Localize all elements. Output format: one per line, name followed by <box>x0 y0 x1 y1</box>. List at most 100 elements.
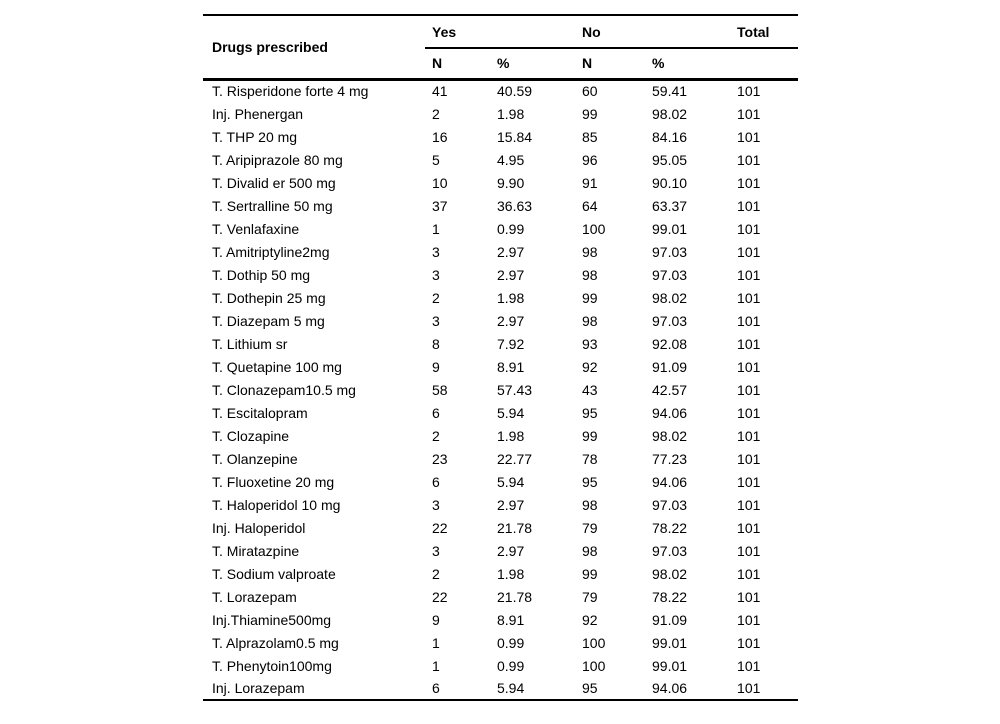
yes-pct-cell: 5.94 <box>497 680 525 696</box>
yes-pct-cell: 21.78 <box>497 588 533 605</box>
header-yes-n: N <box>425 48 490 81</box>
total-cell: 101 <box>737 634 761 651</box>
yes-n-cell: 3 <box>432 542 440 559</box>
no-n-cell: 92 <box>582 358 598 375</box>
drug-name-cell: T. Quetapine 100 mg <box>212 358 342 375</box>
no-pct-cell: 97.03 <box>652 243 688 260</box>
total-cell: 101 <box>737 335 761 352</box>
table-row: T. Dothepin 25 mg 2 1.98 99 98.02 101 <box>203 286 798 309</box>
no-n-cell: 78 <box>582 450 598 467</box>
no-pct-cell: 98.02 <box>652 105 688 122</box>
yes-n-cell: 8 <box>432 335 440 352</box>
total-cell: 101 <box>737 565 761 582</box>
header-total-spacer <box>730 48 799 81</box>
no-pct-cell: 98.02 <box>652 289 688 306</box>
yes-pct-cell: 40.59 <box>497 83 533 100</box>
yes-n-cell: 3 <box>432 312 440 329</box>
total-cell: 101 <box>737 611 761 628</box>
yes-n-cell: 2 <box>432 289 440 306</box>
no-n-cell: 98 <box>582 496 598 513</box>
table-row: T. THP 20 mg 16 15.84 85 84.16 101 <box>203 125 798 148</box>
no-pct-cell: 98.02 <box>652 565 688 582</box>
drug-name-cell: T. Amitriptyline2mg <box>212 243 330 260</box>
yes-pct-cell: 0.99 <box>497 657 525 674</box>
no-pct-cell: 95.05 <box>652 151 688 168</box>
header-drugs-prescribed: Drugs prescribed <box>203 15 425 81</box>
header-total: Total <box>730 15 799 49</box>
yes-n-cell: 5 <box>432 151 440 168</box>
no-n-cell: 100 <box>582 634 606 651</box>
yes-n-cell: 1 <box>432 634 440 651</box>
yes-n-cell: 1 <box>432 657 440 674</box>
yes-n-cell: 2 <box>432 105 440 122</box>
yes-pct-cell: 1.98 <box>497 289 525 306</box>
table-row: T. Risperidone forte 4 mg 41 40.59 60 59… <box>203 79 798 102</box>
table-row: T. Sodium valproate 2 1.98 99 98.02 101 <box>203 562 798 585</box>
no-pct-cell: 84.16 <box>652 128 688 145</box>
no-pct-cell: 99.01 <box>652 657 688 674</box>
drug-name-cell: T. Phenytoin100mg <box>212 657 332 674</box>
no-n-cell: 95 <box>582 680 598 696</box>
yes-n-cell: 22 <box>432 519 448 536</box>
total-cell: 101 <box>737 588 761 605</box>
yes-pct-cell: 5.94 <box>497 404 525 421</box>
total-cell: 101 <box>737 289 761 306</box>
table-row: T. Olanzepine 23 22.77 78 77.23 101 <box>203 447 798 470</box>
table-row: Inj.Thiamine500mg 9 8.91 92 91.09 101 <box>203 608 798 631</box>
yes-n-cell: 2 <box>432 427 440 444</box>
header-yes-pct: % <box>490 48 576 81</box>
total-cell: 101 <box>737 151 761 168</box>
table-row: T. Miratazpine 3 2.97 98 97.03 101 <box>203 539 798 562</box>
no-n-cell: 79 <box>582 519 598 536</box>
table-row: T. Clonazepam10.5 mg 58 57.43 43 42.57 1… <box>203 378 798 401</box>
table-row: T. Alprazolam0.5 mg 1 0.99 100 99.01 101 <box>203 631 798 654</box>
no-pct-cell: 78.22 <box>652 519 688 536</box>
drug-name-cell: Inj.Thiamine500mg <box>212 611 332 628</box>
header-sub-row: N % N % <box>203 48 799 81</box>
yes-pct-cell: 21.78 <box>497 519 533 536</box>
no-pct-cell: 78.22 <box>652 588 688 605</box>
no-n-cell: 43 <box>582 381 598 398</box>
yes-n-cell: 37 <box>432 197 448 214</box>
no-n-cell: 64 <box>582 197 598 214</box>
yes-pct-cell: 1.98 <box>497 565 525 582</box>
yes-n-cell: 9 <box>432 611 440 628</box>
yes-n-cell: 3 <box>432 266 440 283</box>
no-n-cell: 79 <box>582 588 598 605</box>
no-n-cell: 98 <box>582 243 598 260</box>
drug-name-cell: T. Miratazpine <box>212 542 300 559</box>
no-pct-cell: 97.03 <box>652 266 688 283</box>
yes-pct-cell: 15.84 <box>497 128 533 145</box>
yes-pct-cell: 2.97 <box>497 542 525 559</box>
total-cell: 101 <box>737 473 761 490</box>
yes-pct-cell: 1.98 <box>497 427 525 444</box>
no-n-cell: 99 <box>582 565 598 582</box>
total-cell: 101 <box>737 542 761 559</box>
drug-name-cell: T. Dothip 50 mg <box>212 266 311 283</box>
drug-name-cell: T. Lithium sr <box>212 335 288 352</box>
yes-pct-cell: 2.97 <box>497 243 525 260</box>
table-row: T. Amitriptyline2mg 3 2.97 98 97.03 101 <box>203 240 798 263</box>
table-row: T. Dothip 50 mg 3 2.97 98 97.03 101 <box>203 263 798 286</box>
yes-pct-cell: 9.90 <box>497 174 525 191</box>
yes-n-cell: 2 <box>432 565 440 582</box>
yes-pct-cell: 8.91 <box>497 358 525 375</box>
table-row: T. Clozapine 2 1.98 99 98.02 101 <box>203 424 798 447</box>
yes-n-cell: 10 <box>432 174 448 191</box>
yes-pct-cell: 36.63 <box>497 197 533 214</box>
table-row: T. Haloperidol 10 mg 3 2.97 98 97.03 101 <box>203 493 798 516</box>
no-pct-cell: 97.03 <box>652 542 688 559</box>
table-row: T. Quetapine 100 mg 9 8.91 92 91.09 101 <box>203 355 798 378</box>
yes-pct-cell: 8.91 <box>497 611 525 628</box>
yes-pct-cell: 5.94 <box>497 473 525 490</box>
total-cell: 101 <box>737 128 761 145</box>
table-row: T. Sertralline 50 mg 37 36.63 64 63.37 1… <box>203 194 798 217</box>
yes-n-cell: 41 <box>432 83 448 100</box>
table-row: T. Divalid er 500 mg 10 9.90 91 90.10 10… <box>203 171 798 194</box>
total-cell: 101 <box>737 519 761 536</box>
yes-n-cell: 22 <box>432 588 448 605</box>
table-row: T. Escitalopram 6 5.94 95 94.06 101 <box>203 401 798 424</box>
no-n-cell: 95 <box>582 404 598 421</box>
table-row: T. Fluoxetine 20 mg 6 5.94 95 94.06 101 <box>203 470 798 493</box>
drug-name-cell: Inj. Lorazepam <box>212 680 305 696</box>
